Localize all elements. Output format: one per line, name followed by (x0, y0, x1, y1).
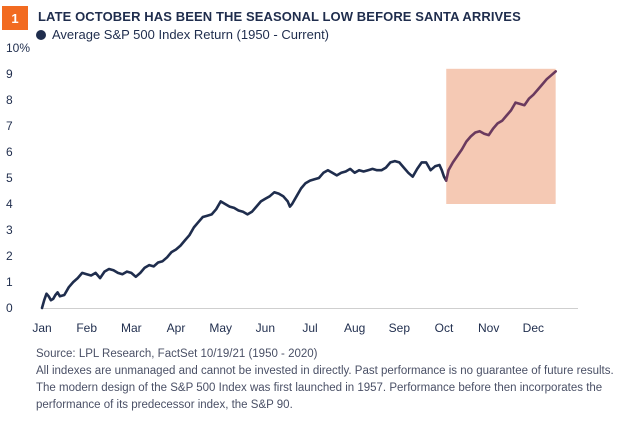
y-axis-ticks: 0 1 2 3 4 5 6 7 8 9 10% (6, 41, 30, 315)
x-tick-label: Apr (167, 321, 186, 335)
footnote-source: Source: LPL Research, FactSet 10/19/21 (… (36, 348, 318, 360)
x-tick-label: Oct (435, 321, 454, 335)
y-tick-label: 8 (6, 93, 13, 107)
x-tick-label: Dec (523, 321, 544, 335)
series-line-highlighted (444, 70, 557, 182)
x-tick-label: Jun (256, 321, 275, 335)
x-tick-label: Aug (344, 321, 365, 335)
y-tick-label: 2 (6, 249, 13, 263)
y-tick-label: 3 (6, 223, 13, 237)
footnote-methodology-2: performance of its predecessor index, th… (36, 399, 293, 411)
legend-marker-dot (36, 29, 46, 40)
x-tick-label: Feb (76, 321, 97, 335)
y-tick-label: 7 (6, 119, 13, 133)
x-tick-label: Jan (32, 321, 51, 335)
y-tick-label: 1 (6, 275, 13, 289)
legend-label: Average S&P 500 Index Return (1950 - Cur… (52, 27, 330, 42)
x-tick-label: Mar (121, 321, 142, 335)
y-tick-label: 0 (6, 301, 13, 315)
y-tick-label: 9 (6, 67, 13, 81)
line-chart: 0 1 2 3 4 5 6 7 8 9 10% Jan Feb Mar Apr May Jun Jul Aug Se… (6, 41, 578, 335)
footnote-disclaimer: All indexes are unmanaged and cannot be … (36, 365, 614, 377)
footnote-methodology-1: The modern design of the S&P 500 Index w… (36, 382, 603, 394)
series-line-main (40, 159, 448, 310)
x-tick-label: Sep (389, 321, 411, 335)
legend: Average S&P 500 Index Return (1950 - Cur… (36, 27, 329, 42)
x-tick-label: Jul (302, 321, 317, 335)
y-tick-label: 6 (6, 145, 13, 159)
footnotes: Source: LPL Research, FactSet 10/19/21 (… (36, 346, 616, 414)
chart-title: LATE OCTOBER HAS BEEN THE SEASONAL LOW B… (38, 9, 521, 24)
x-axis-ticks: Jan Feb Mar Apr May Jun Jul Aug Sep Oct Nov Dec (32, 321, 544, 335)
figure-number-badge: 1 (2, 6, 28, 30)
x-tick-label: May (209, 321, 232, 335)
y-tick-label: 5 (6, 171, 13, 185)
y-tick-label: 10% (6, 41, 30, 55)
x-tick-label: Nov (478, 321, 499, 335)
y-tick-label: 4 (6, 197, 13, 211)
